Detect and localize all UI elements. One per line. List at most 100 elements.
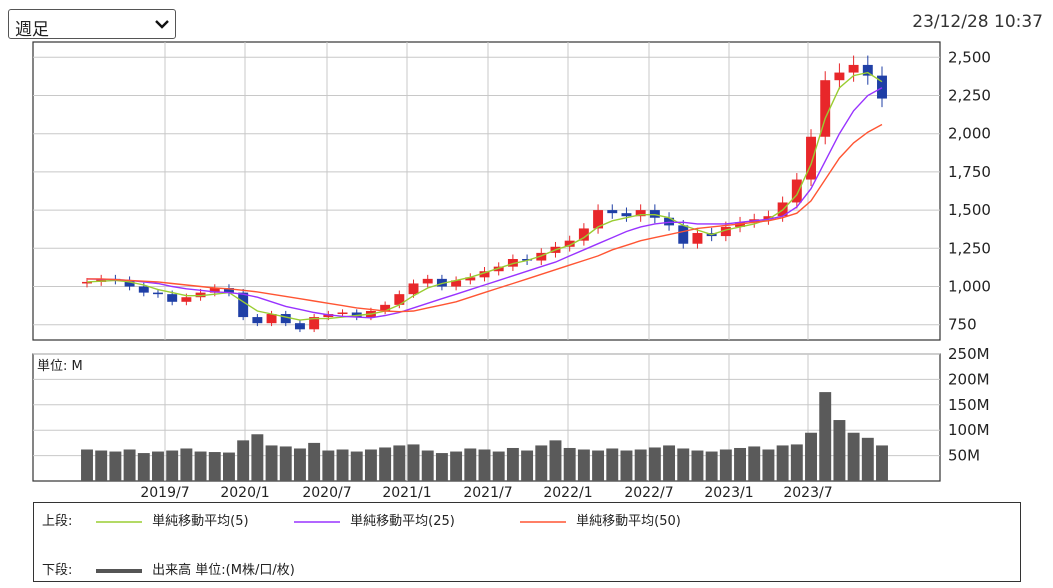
- candle-body: [834, 72, 845, 81]
- volume-bar: [95, 450, 108, 481]
- volume-bar: [393, 445, 406, 481]
- candle-body: [806, 136, 816, 180]
- legend-upper-row: 上段:: [42, 510, 72, 529]
- candle-body: [96, 278, 107, 282]
- volume-bar: [265, 445, 278, 481]
- x-tick-label: 2021/7: [463, 485, 512, 501]
- candle-body: [181, 297, 192, 302]
- volume-bar: [819, 392, 832, 481]
- candle-body: [465, 277, 476, 281]
- legend-label-sma50: 単純移動平均(50): [576, 514, 681, 529]
- volume-bar: [237, 440, 250, 481]
- x-tick-label: 2023/7: [783, 485, 832, 501]
- legend-label-sma5: 単純移動平均(5): [152, 514, 249, 529]
- volume-bar: [322, 450, 335, 481]
- candle-body: [735, 222, 746, 227]
- sma50-line: [87, 123, 883, 313]
- legend-item-volume: 出来高 単位:(M株/口/枚): [90, 559, 295, 578]
- volume-bar: [350, 451, 363, 481]
- legend-item-sma5: 単純移動平均(5): [90, 510, 249, 529]
- volume-bar: [620, 450, 633, 481]
- chart-legend: 上段: 単純移動平均(5) 単純移動平均(25) 単純移動平均(50) 下段: …: [33, 502, 1021, 582]
- candle-body: [436, 278, 447, 287]
- candle-body: [408, 283, 419, 295]
- candle-body: [635, 210, 646, 217]
- candle-body: [877, 75, 887, 99]
- candle-body: [536, 252, 547, 261]
- volume-y-tick-label: 150M: [948, 396, 990, 414]
- candle-body: [848, 64, 859, 73]
- candle-body: [507, 259, 518, 267]
- price-panel-frame: [32, 41, 941, 341]
- candle-body: [124, 280, 135, 287]
- candle-body: [820, 80, 831, 137]
- volume-bar: [81, 449, 93, 481]
- candle-body: [564, 240, 575, 247]
- candle-body: [422, 278, 433, 284]
- volume-bar: [876, 445, 888, 481]
- candle-body: [167, 294, 178, 302]
- volume-bar: [208, 452, 221, 481]
- candle-body: [720, 226, 731, 237]
- period-select[interactable]: 週足: [8, 9, 176, 40]
- candle-body: [351, 312, 362, 318]
- volume-bar: [279, 446, 292, 481]
- volume-bar: [521, 450, 534, 481]
- candle-body: [252, 317, 263, 324]
- x-tick-label: 2023/1: [704, 485, 753, 501]
- period-select-value: 週足: [15, 20, 49, 40]
- candle-body: [692, 233, 703, 244]
- x-tick-label: 2022/1: [543, 485, 592, 501]
- candle-body: [209, 288, 220, 293]
- legend-line-sma25: [294, 520, 340, 523]
- legend-line-volume: [96, 568, 142, 573]
- x-tick-label: 2020/7: [302, 485, 351, 501]
- legend-label-volume: 出来高 単位:(M株/口/枚): [152, 563, 295, 578]
- volume-bar: [251, 434, 264, 481]
- chevron-down-icon: [155, 20, 169, 29]
- volume-bar: [166, 450, 179, 481]
- price-y-tick-label: 750: [948, 316, 977, 334]
- volume-bar: [450, 451, 463, 481]
- volume-bar: [223, 452, 235, 481]
- candle-body: [238, 292, 249, 318]
- volume-y-tick-label: 50M: [948, 447, 980, 465]
- candle-body: [791, 179, 802, 203]
- volume-bar: [833, 420, 846, 481]
- volume-bar: [506, 447, 519, 481]
- volume-bar: [180, 448, 193, 481]
- volume-bar: [435, 453, 448, 481]
- volume-bar: [379, 447, 392, 481]
- candles-group: [82, 55, 887, 333]
- candle-body: [578, 228, 589, 241]
- candle-body: [394, 294, 405, 305]
- legend-line-sma50: [520, 520, 566, 523]
- volume-bar: [762, 449, 775, 481]
- candle-body: [153, 292, 163, 295]
- volume-bar: [421, 450, 434, 481]
- candle-body: [621, 213, 632, 217]
- candle-body: [138, 286, 149, 293]
- candle-body: [862, 64, 873, 76]
- volume-bar: [677, 448, 690, 481]
- volume-bar: [464, 448, 477, 481]
- volume-bar: [336, 449, 349, 481]
- price-y-tick-label: 1,750: [948, 163, 991, 181]
- volume-bar: [364, 449, 377, 481]
- price-y-tick-label: 1,500: [948, 201, 991, 219]
- candle-body: [266, 314, 277, 324]
- volume-unit-label: 単位: M: [37, 358, 83, 374]
- volume-bar: [577, 449, 590, 481]
- volume-bar: [478, 449, 491, 481]
- candle-body: [607, 210, 618, 214]
- price-y-tick-label: 1,250: [948, 239, 991, 257]
- price-y-tick-label: 1,000: [948, 278, 991, 296]
- candle-body: [380, 304, 391, 311]
- volume-bar: [606, 448, 619, 481]
- volume-bar: [407, 444, 420, 481]
- volume-bar: [563, 447, 576, 481]
- volume-bar: [719, 449, 732, 481]
- volume-bar: [535, 445, 548, 481]
- candle-body: [493, 266, 504, 272]
- price-y-tick-label: 2,500: [948, 48, 991, 66]
